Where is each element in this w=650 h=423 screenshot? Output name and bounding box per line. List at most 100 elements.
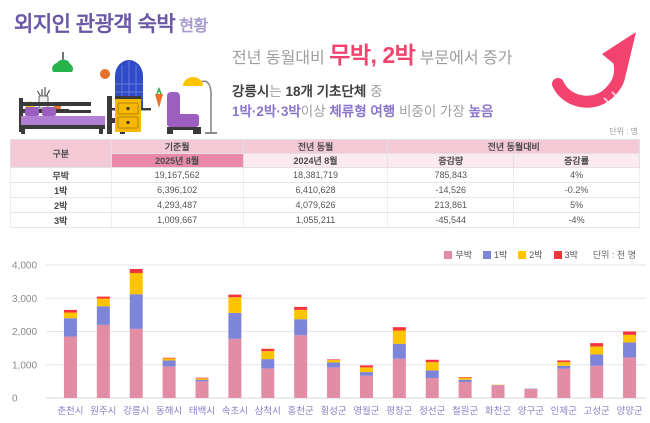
bar-segment xyxy=(261,351,275,360)
y-axis-tick-label: 3,000 xyxy=(12,294,37,305)
bar-segment xyxy=(261,368,275,398)
bar-segment xyxy=(590,365,604,398)
legend-label: 무박 xyxy=(455,250,472,260)
value-cell: 213,861 xyxy=(387,197,515,213)
value-cell: -14,526 xyxy=(387,182,515,198)
y-axis-tick-label: 2,000 xyxy=(12,327,37,338)
subheadline-2-purple-nights: 1박·2박·3박 xyxy=(232,104,301,119)
bar-segment xyxy=(228,338,242,398)
legend-item: 2박 xyxy=(518,248,543,261)
table-row: 무박 19,167,562 18,381,719 785,843 4% xyxy=(10,167,640,183)
col-header-prev-month: 전년 동월 xyxy=(242,139,389,154)
col-subheader-yoy-rate: 증감률 xyxy=(513,153,640,168)
bar-segment xyxy=(623,334,637,343)
bar-segment xyxy=(524,389,538,398)
bar-segment xyxy=(458,377,472,378)
col-header-base-month: 기준월 xyxy=(110,139,244,154)
bar-segment xyxy=(425,359,439,363)
bar-segment xyxy=(96,298,110,307)
bar-segment xyxy=(359,365,373,368)
bar-segment xyxy=(228,312,242,339)
pendant-lamp-icon xyxy=(52,52,73,72)
bar-segment xyxy=(425,370,439,379)
bar-segment xyxy=(294,319,308,336)
bar-segment xyxy=(392,330,406,344)
page-title-main: 외지인 관광객 숙박 xyxy=(14,13,176,36)
bar-segment xyxy=(491,385,505,398)
headline-highlight: 무박, 2박 xyxy=(329,42,416,68)
table-row: 3박 1,009,667 1,055,211 -45,544 -4% xyxy=(10,212,640,228)
x-axis-category-label: 태백시 xyxy=(189,406,215,417)
room-illustration xyxy=(19,52,217,134)
legend-swatch xyxy=(444,250,453,259)
subheadline-2-purple-stay: 체류형 여행 xyxy=(329,104,396,119)
y-axis-tick-label: 1,000 xyxy=(12,360,37,371)
value-cell: -0.2% xyxy=(513,182,640,198)
bar-segment xyxy=(129,272,143,295)
subheadline-2-text1: 이상 xyxy=(300,104,330,119)
bar-segment xyxy=(590,346,604,355)
x-axis-category-label: 정선군 xyxy=(419,406,445,417)
legend-label: 1박 xyxy=(493,250,508,260)
col-subheader-prev-month: 2024년 8월 xyxy=(242,153,389,168)
bar-segment xyxy=(392,358,406,398)
bar-segment xyxy=(327,362,341,368)
bar-segment xyxy=(458,379,472,383)
row-label-cell: 3박 xyxy=(10,212,112,228)
x-axis-category-label: 동해시 xyxy=(156,405,182,417)
bar-segment xyxy=(195,379,209,382)
value-cell: 5% xyxy=(513,197,640,213)
headline-prefix: 전년 동월대비 xyxy=(232,50,330,67)
col-subheader-yoy-amount: 증감량 xyxy=(387,153,515,168)
subheadline-2-purple-high: 높음 xyxy=(468,104,494,119)
bar-segment xyxy=(327,367,341,398)
bar-segment xyxy=(96,296,110,299)
x-axis-category-label: 양구군 xyxy=(518,406,544,417)
floor-lamp-icon xyxy=(183,77,217,134)
bar-segment xyxy=(557,365,571,369)
x-axis-category-label: 양양군 xyxy=(616,406,642,417)
bar-segment xyxy=(63,309,77,313)
row-label-cell: 무박 xyxy=(10,167,112,183)
col-header-group: 구분 xyxy=(10,139,112,168)
page-title: 외지인 관광객 숙박 현황 xyxy=(14,8,208,38)
bar-segment xyxy=(327,360,341,363)
bar-segment xyxy=(228,297,242,313)
bar-segment xyxy=(195,381,209,398)
bar-segment xyxy=(425,362,439,371)
bar-segment xyxy=(96,324,110,398)
bar-segment xyxy=(557,360,571,363)
value-cell: 4,079,626 xyxy=(242,197,389,213)
row-label-cell: 1박 xyxy=(10,182,112,198)
table-row: 1박 6,396,102 6,410,628 -14,526 -0.2% xyxy=(10,182,640,198)
headline-suffix: 부문에서 증가 xyxy=(415,50,513,67)
bar-segment xyxy=(392,343,406,359)
bar-segment xyxy=(162,357,176,359)
bar-segment xyxy=(623,357,637,398)
bar-segment xyxy=(96,306,110,325)
chart-legend: 무박 1박 2박 3박 단위 : 천 명 xyxy=(444,248,636,261)
bar-segment xyxy=(63,336,77,398)
bar-segment xyxy=(623,342,637,358)
legend-item: 3박 xyxy=(553,248,578,261)
bar-segment xyxy=(63,312,77,319)
bar-segment xyxy=(425,378,439,398)
bar-segment xyxy=(162,358,176,361)
x-axis-category-label: 인제군 xyxy=(551,406,577,417)
x-axis-category-label: 화천군 xyxy=(485,406,511,417)
chart-unit-label: 단위 : 천 명 xyxy=(592,250,636,260)
row-label-cell: 2박 xyxy=(10,197,112,213)
value-cell: 785,843 xyxy=(387,167,515,183)
table-body: 무박 19,167,562 18,381,719 785,843 4% 1박 6,396,1… xyxy=(10,167,640,228)
bar-segment xyxy=(195,377,209,379)
col-subheader-base-month: 2025년 8월 xyxy=(110,153,244,168)
y-axis-tick-label: 4,000 xyxy=(12,261,37,272)
page-title-suffix: 현황 xyxy=(179,18,208,35)
bar-segment xyxy=(294,306,308,310)
y-axis-tick-label: 0 xyxy=(12,394,18,405)
bar-segment xyxy=(359,375,373,398)
subheadline-2: 1박·2박·3박이상 체류형 여행 비중이 가장 높음 xyxy=(232,100,493,120)
bar-segment xyxy=(261,348,275,352)
bar-segment xyxy=(327,359,341,361)
